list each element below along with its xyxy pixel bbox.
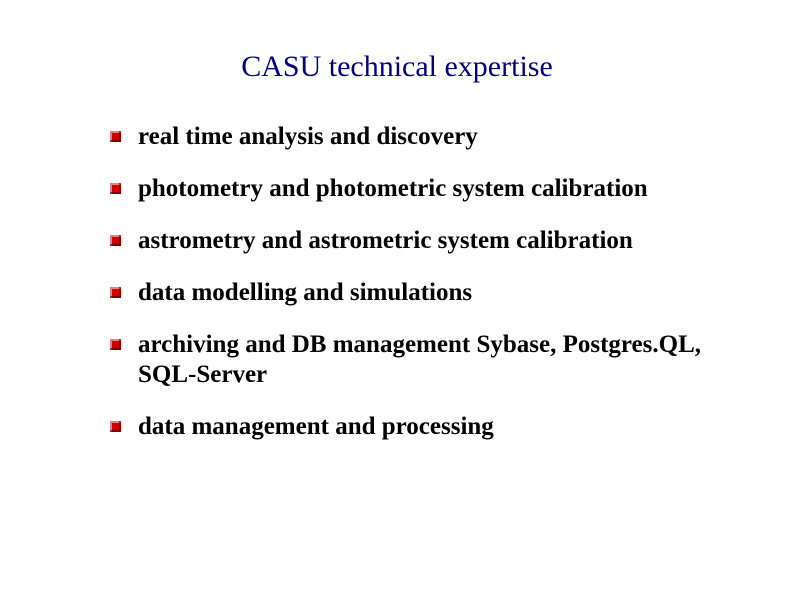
list-item: real time analysis and discovery: [110, 122, 704, 152]
list-item: photometry and photometric system calibr…: [110, 174, 704, 204]
bullet-icon: [110, 287, 121, 298]
bullet-text: data modelling and simulations: [138, 279, 472, 306]
bullet-icon: [110, 183, 121, 194]
list-item: astrometry and astrometric system calibr…: [110, 226, 704, 256]
list-item: data modelling and simulations: [110, 278, 704, 308]
bullet-text: astrometry and astrometric system calibr…: [138, 227, 633, 254]
bullet-list: real time analysis and discovery photome…: [90, 122, 704, 442]
bullet-icon: [110, 235, 121, 246]
list-item: data management and processing: [110, 412, 704, 442]
bullet-text: real time analysis and discovery: [138, 123, 478, 150]
bullet-icon: [110, 339, 121, 350]
list-item: archiving and DB management Sybase, Post…: [110, 330, 704, 390]
bullet-text: data management and processing: [138, 413, 494, 440]
slide-title: CASU technical expertise: [90, 50, 704, 84]
bullet-text: photometry and photometric system calibr…: [138, 175, 648, 202]
bullet-icon: [110, 421, 121, 432]
bullet-text: archiving and DB management Sybase, Post…: [138, 331, 701, 388]
bullet-icon: [110, 131, 121, 142]
